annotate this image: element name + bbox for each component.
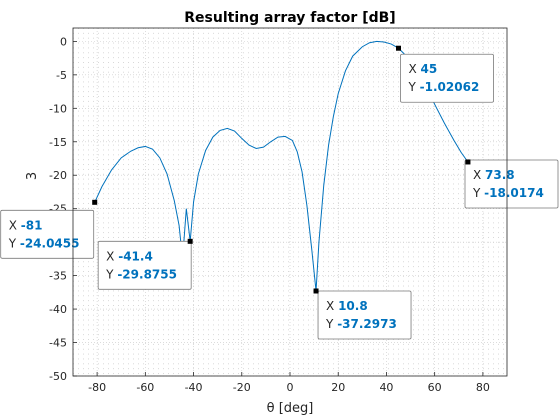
x-tick-label: 80 xyxy=(476,381,490,394)
x-axis-label: θ [deg] xyxy=(267,401,314,416)
chart-title: Resulting array factor [dB] xyxy=(184,10,395,26)
y-tick-label: -50 xyxy=(49,370,67,383)
datatip-box xyxy=(317,290,412,340)
datatip-marker xyxy=(313,288,319,294)
datatip-y-value: -29.8755 xyxy=(117,267,177,281)
datatip-x-value: 10.8 xyxy=(338,299,368,313)
datatip-y-value: -24.0455 xyxy=(20,236,80,250)
y-tick-label: -45 xyxy=(49,337,67,350)
datatip-x-key: X xyxy=(409,62,421,76)
datatip-box xyxy=(97,240,192,290)
x-tick-label: -60 xyxy=(136,381,154,394)
y-tick-label: 0 xyxy=(60,35,67,48)
datatip-box xyxy=(0,209,95,259)
y-tick-label: -10 xyxy=(49,102,67,115)
datatip-y-value: -18.0174 xyxy=(484,186,544,200)
datatip-y-row: Y -29.8755 xyxy=(105,267,177,281)
datatip-y-key: Y xyxy=(472,186,484,200)
datatip-x-key: X xyxy=(326,299,338,313)
datatip-y-key: Y xyxy=(8,236,20,250)
x-axis-ticks: -80 -60 -40 -20 0 20 40 60 80 xyxy=(88,372,490,394)
y-axis-label-fragment: 3 xyxy=(25,172,40,180)
datatip[interactable]: X 45Y -1.02062 xyxy=(396,45,494,103)
datatip-y-value: -1.02062 xyxy=(420,80,480,94)
datatip-x-row: X 10.8 xyxy=(326,299,368,313)
datatip-x-key: X xyxy=(473,168,485,182)
y-tick-label: -40 xyxy=(49,303,67,316)
datatip-y-row: Y -18.0174 xyxy=(472,186,544,200)
datatip-y-row: Y -24.0455 xyxy=(8,236,80,250)
y-tick-label: -35 xyxy=(49,270,67,283)
datatip-x-key: X xyxy=(9,218,21,232)
array-factor-line xyxy=(94,40,469,292)
datatip-x-row: X 45 xyxy=(409,62,438,76)
datatip-x-value: -41.4 xyxy=(118,249,153,263)
datatip-x-value: 73.8 xyxy=(485,168,515,182)
datatip-y-row: Y -1.02062 xyxy=(408,80,480,94)
datatip-x-value: 45 xyxy=(421,62,438,76)
datatip[interactable]: X -81Y -24.0455 xyxy=(0,199,98,259)
datatip[interactable]: X 10.8Y -37.2973 xyxy=(313,288,412,340)
datatip-box xyxy=(400,53,494,103)
x-tick-label: 60 xyxy=(428,381,442,394)
x-tick-label: -80 xyxy=(88,381,106,394)
datatip-y-key: Y xyxy=(325,317,337,331)
y-tick-label: -15 xyxy=(49,136,67,149)
x-tick-label: 20 xyxy=(331,381,345,394)
y-tick-label: -20 xyxy=(49,169,67,182)
datatip-y-key: Y xyxy=(408,80,420,94)
x-tick-label: -40 xyxy=(185,381,203,394)
datatip-x-key: X xyxy=(106,249,118,263)
x-tick-label: 0 xyxy=(287,381,294,394)
datatip-marker xyxy=(92,199,98,205)
y-tick-label: -5 xyxy=(56,69,67,82)
datatip-y-key: Y xyxy=(105,267,117,281)
datatip-y-row: Y -37.2973 xyxy=(325,317,397,331)
datatip-x-row: X -81 xyxy=(9,218,43,232)
datatip-x-value: -81 xyxy=(21,218,43,232)
datatip-x-row: X 73.8 xyxy=(473,168,515,182)
x-tick-label: -20 xyxy=(233,381,251,394)
datatip-y-value: -37.2973 xyxy=(337,317,397,331)
datatip-marker xyxy=(396,45,401,51)
datatip-marker xyxy=(187,238,193,244)
datatip-x-row: X -41.4 xyxy=(106,249,153,263)
plot-box xyxy=(72,27,508,377)
datatip[interactable]: X -41.4Y -29.8755 xyxy=(97,238,193,290)
datatip[interactable]: X 73.8Y -18.0174 xyxy=(464,159,559,209)
x-tick-label: 40 xyxy=(379,381,393,394)
datatip-box xyxy=(464,159,559,209)
datatip-marker xyxy=(465,159,471,165)
